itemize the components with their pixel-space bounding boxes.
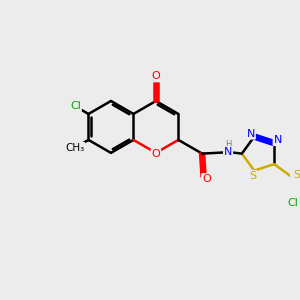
Text: S: S	[294, 170, 300, 180]
Text: H: H	[225, 140, 231, 148]
Text: S: S	[249, 171, 256, 181]
Text: CH₃: CH₃	[65, 143, 84, 153]
Text: N: N	[274, 135, 282, 145]
Text: Cl: Cl	[287, 198, 298, 208]
Text: N: N	[224, 147, 232, 157]
Text: N: N	[247, 129, 255, 139]
Text: O: O	[152, 149, 160, 159]
Text: O: O	[152, 71, 160, 82]
Text: O: O	[202, 174, 211, 184]
Text: Cl: Cl	[70, 101, 81, 112]
